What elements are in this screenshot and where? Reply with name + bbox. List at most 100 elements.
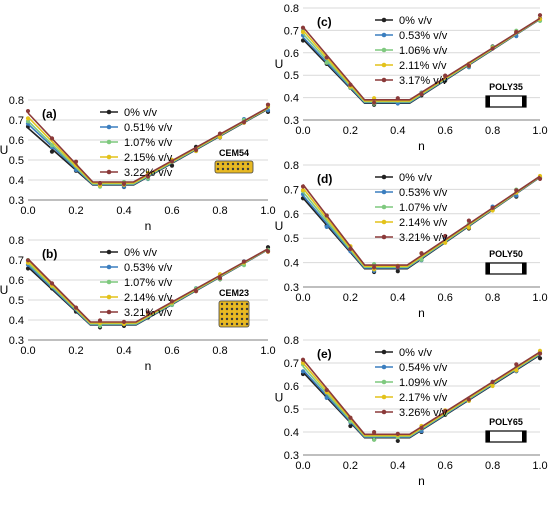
x-tick-label: 0.2	[68, 205, 83, 217]
legend-entry: 1.07% v/v	[399, 202, 448, 214]
legend-marker	[381, 379, 387, 385]
x-axis-label: n	[145, 219, 152, 233]
x-tick-label: 0.6	[438, 292, 453, 304]
series-line	[27, 106, 269, 183]
legend-entry: 2.14% v/v	[124, 292, 173, 304]
legend-marker	[106, 169, 112, 175]
legend-entry: 3.22% v/v	[124, 167, 173, 179]
data-point	[443, 408, 448, 414]
data-point	[49, 136, 55, 141]
legend-entry: 2.15% v/v	[124, 152, 173, 164]
legend-entry: 0.53% v/v	[124, 262, 173, 274]
panel-label: (d)	[317, 172, 332, 186]
y-tick-label: 0.7	[284, 358, 299, 370]
panel-label: (b)	[42, 247, 57, 261]
data-point	[97, 318, 103, 323]
data-point	[395, 431, 400, 436]
data-point	[300, 184, 306, 189]
x-tick-label: 0.0	[20, 345, 35, 357]
bar-block-icon	[485, 430, 527, 443]
x-tick-label: 0.0	[295, 292, 310, 304]
legend-marker	[106, 154, 112, 160]
data-point	[514, 362, 519, 367]
series-line	[302, 175, 541, 266]
legend-marker	[106, 249, 112, 255]
x-tick-label: 0.6	[164, 205, 179, 217]
data-point	[348, 82, 353, 87]
x-tick-label: 0.2	[343, 292, 358, 304]
data-point	[300, 369, 306, 374]
data-point	[217, 135, 223, 140]
legend-marker	[381, 409, 387, 415]
chart-panel-e: 0.3 0.4 0.5 0.6 0.7 0.8 0.0 0.2 0.4 0.6 0.8 1.0 n U (e…	[275, 335, 548, 488]
data-point	[121, 181, 127, 186]
data-point	[49, 143, 55, 148]
y-tick-label: 0.4	[284, 258, 299, 270]
legend-entry: 0.53% v/v	[399, 187, 448, 199]
legend-entry: 1.09% v/v	[399, 377, 448, 389]
y-tick-label: 0.3	[284, 282, 299, 294]
legend-entry: 1.07% v/v	[124, 137, 173, 149]
data-point	[443, 233, 448, 239]
data-point	[145, 174, 151, 179]
data-point	[265, 249, 271, 254]
y-tick-label: 0.3	[9, 335, 24, 347]
legend-marker	[381, 32, 387, 38]
legend-entry: 3.21% v/v	[124, 307, 173, 319]
data-point	[466, 63, 471, 68]
x-tick-label: 1.0	[532, 292, 547, 304]
data-point	[300, 38, 306, 43]
y-tick-label: 0.3	[284, 450, 299, 462]
y-tick-label: 0.8	[284, 3, 299, 15]
data-point	[466, 225, 471, 230]
legend-entry: 1.06% v/v	[399, 45, 448, 57]
series-line	[302, 17, 541, 101]
chart-panel-d: 0.3 0.4 0.5 0.6 0.7 0.8 0.0 0.2 0.4 0.6 0.8 1.0 n U (d…	[275, 160, 548, 320]
legend-entry: 0% v/v	[399, 15, 433, 27]
legend-marker	[106, 124, 112, 130]
x-axis-label: n	[418, 474, 425, 488]
chart-panel-b: 0.3 0.4 0.5 0.6 0.7 0.8 0.0 0.2 0.4 0.6 0.8 1.0 n U (b…	[0, 235, 276, 373]
data-point	[466, 397, 471, 402]
data-point	[395, 269, 400, 274]
legend-marker	[106, 279, 112, 285]
data-point	[121, 319, 127, 324]
x-tick-label: 0.2	[68, 345, 83, 357]
x-tick-label: 0.4	[390, 125, 405, 137]
data-point	[395, 264, 400, 269]
y-tick-label: 0.8	[284, 335, 299, 347]
x-tick-label: 1.0	[532, 460, 547, 472]
data-point	[372, 430, 377, 435]
x-tick-label: 0.6	[438, 125, 453, 137]
y-tick-label: 0.7	[284, 184, 299, 196]
panel-label: (a)	[42, 107, 57, 121]
x-tick-label: 0.8	[212, 345, 227, 357]
data-point	[419, 257, 424, 262]
y-axis-label: U	[275, 57, 284, 71]
bar-block-icon	[485, 262, 527, 275]
series-line	[302, 352, 541, 437]
legend-entry: 0.51% v/v	[124, 122, 173, 134]
inset-label: POLY65	[489, 417, 523, 427]
data-point	[324, 213, 329, 218]
data-point	[490, 379, 495, 385]
data-point	[25, 119, 31, 124]
x-tick-label: 0.8	[485, 460, 500, 472]
y-tick-label: 0.4	[9, 315, 24, 327]
data-point	[324, 387, 329, 393]
x-tick-label: 0.8	[485, 125, 500, 137]
legend-marker	[381, 62, 387, 68]
legend-marker	[381, 364, 387, 370]
y-tick-label: 0.6	[9, 275, 24, 287]
legend-entry: 1.07% v/v	[124, 277, 173, 289]
data-point	[97, 181, 103, 186]
y-axis-label: U	[0, 143, 8, 157]
legend-entry: 0% v/v	[399, 347, 433, 359]
data-point	[25, 266, 31, 271]
y-tick-label: 0.7	[9, 255, 24, 267]
data-point	[217, 131, 223, 136]
data-point	[241, 120, 247, 125]
data-point	[348, 246, 353, 252]
data-point	[419, 251, 424, 256]
